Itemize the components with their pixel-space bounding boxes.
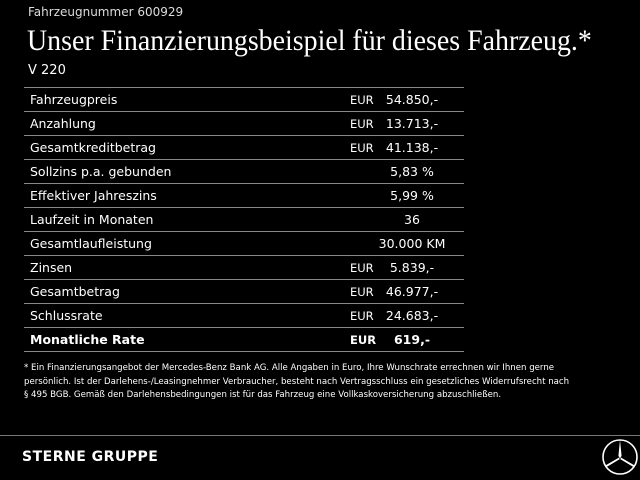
table-row: Laufzeit in Monaten 36 (24, 208, 464, 232)
table-row: Gesamtbetrag EUR 46.977,- (24, 280, 464, 304)
row-currency: EUR (350, 333, 377, 347)
row-label: Gesamtbetrag (30, 284, 120, 299)
row-currency: EUR (350, 309, 374, 323)
table-row: Anzahlung EUR 13.713,- (24, 112, 464, 136)
footnote: * Ein Finanzierungsangebot der Mercedes-… (24, 362, 569, 403)
row-value: 5,99 % (390, 188, 434, 203)
row-value: 619,- (393, 332, 431, 347)
row-value: 5,83 % (390, 164, 434, 179)
row-currency: EUR (350, 93, 374, 107)
row-value: 30.000 KM (378, 236, 446, 251)
model: V 220 (28, 63, 66, 78)
footnote-line: * Ein Finanzierungsangebot der Mercedes-… (24, 363, 555, 373)
row-value: 41.138,- (385, 140, 439, 155)
row-label: Fahrzeugpreis (30, 92, 118, 107)
row-value: 54.850,- (385, 92, 439, 107)
row-label: Schlussrate (30, 308, 103, 323)
row-label: Gesamtkreditbetrag (30, 140, 156, 155)
row-value: 5.839,- (389, 260, 435, 275)
vehicle-number: Fahrzeugnummer 600929 (28, 5, 184, 19)
table-row: Schlussrate EUR 24.683,- (24, 304, 464, 328)
finance-table: Fahrzeugpreis EUR 54.850,- Anzahlung EUR 13.7… (24, 87, 464, 352)
row-label: Monatliche Rate (30, 332, 145, 347)
star-logo (602, 439, 638, 475)
table-row: Gesamtkreditbetrag EUR 41.138,- (24, 136, 464, 160)
row-currency: EUR (350, 261, 374, 275)
divider (0, 435, 640, 436)
row-label: Gesamtlaufleistung (30, 236, 152, 251)
row-value: 24.683,- (385, 308, 439, 323)
row-currency: EUR (350, 285, 374, 299)
row-value: 13.713,- (385, 116, 439, 131)
table-row: Effektiver Jahreszins 5,99 % (24, 184, 464, 208)
title: Unser Finanzierungsbeispiel für dieses F… (27, 24, 592, 57)
row-label: Sollzins p.a. gebunden (30, 164, 172, 179)
row-label: Anzahlung (30, 116, 96, 131)
table-row: Gesamtlaufleistung 30.000 KM (24, 232, 464, 256)
table-row: Fahrzeugpreis EUR 54.850,- (24, 88, 464, 112)
row-currency: EUR (350, 117, 374, 131)
row-label: Laufzeit in Monaten (30, 212, 154, 227)
brand: STERNE GRUPPE (22, 449, 159, 465)
table-row: Zinsen EUR 5.839,- (24, 256, 464, 280)
row-label: Zinsen (30, 260, 73, 275)
row-value: 46.977,- (385, 284, 439, 299)
footnote-line: persönlich. Ist der Darlehens-/Leasingne… (24, 376, 570, 387)
footnote-line: § 495 BGB. Gemäß den Darlehensbedingunge… (24, 390, 502, 400)
table-row: Sollzins p.a. gebunden 5,83 % (24, 160, 464, 184)
row-value: 36 (404, 212, 420, 227)
row-currency: EUR (350, 141, 374, 155)
row-label: Effektiver Jahreszins (30, 188, 157, 203)
table-row: Monatliche Rate EUR 619,- (24, 328, 464, 352)
